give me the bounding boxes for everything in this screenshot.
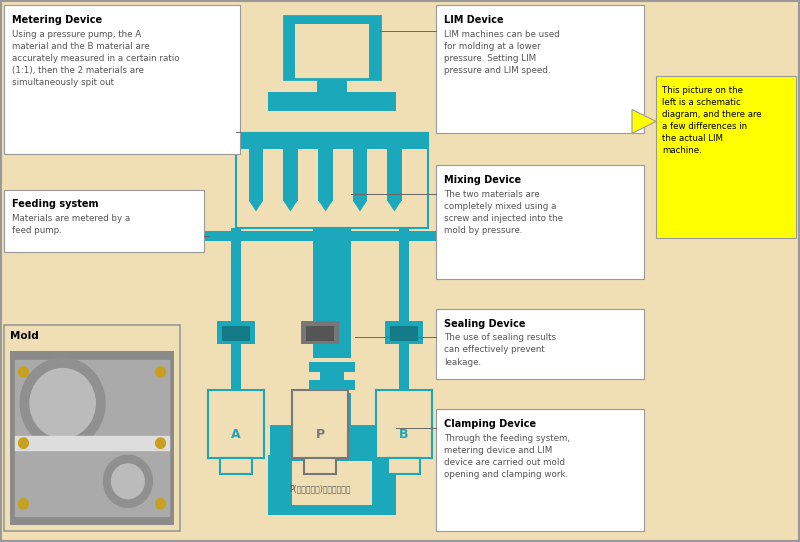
Circle shape: [18, 367, 28, 377]
Bar: [249, 149, 263, 201]
Circle shape: [156, 438, 166, 448]
Bar: [320, 363, 344, 390]
Circle shape: [103, 455, 152, 507]
Bar: [367, 149, 387, 198]
Text: LIM machines can be used
for molding at a lower
pressure. Setting LIM
pressure a: LIM machines can be used for molding at …: [444, 30, 560, 75]
Polygon shape: [283, 201, 298, 211]
Bar: [208, 390, 264, 458]
Bar: [318, 149, 333, 201]
Bar: [385, 321, 423, 344]
Text: P(ピグメント)はオプション: P(ピグメント)はオプション: [290, 484, 350, 493]
Text: Through the feeding system,
metering device and LIM
device are carried out mold
: Through the feeding system, metering dev…: [444, 434, 570, 479]
Text: P: P: [315, 428, 325, 441]
Bar: [268, 455, 292, 515]
Bar: [301, 321, 339, 344]
Text: Mold: Mold: [10, 331, 39, 340]
Circle shape: [18, 438, 28, 448]
Text: Clamping Device: Clamping Device: [444, 419, 536, 429]
Circle shape: [20, 358, 105, 448]
Bar: [390, 326, 418, 341]
Bar: [436, 309, 644, 379]
Bar: [284, 16, 380, 24]
Text: Using a pressure pump, the A
material and the B material are
accurately measured: Using a pressure pump, the A material an…: [12, 30, 180, 87]
Circle shape: [156, 499, 166, 509]
Bar: [4, 5, 240, 154]
Bar: [436, 409, 644, 531]
Bar: [236, 133, 428, 149]
Bar: [376, 390, 432, 458]
Bar: [236, 133, 428, 228]
Bar: [353, 149, 367, 201]
Bar: [369, 16, 380, 79]
Circle shape: [30, 369, 95, 438]
Bar: [268, 505, 396, 515]
Circle shape: [18, 499, 28, 509]
Bar: [309, 380, 355, 390]
Polygon shape: [387, 201, 402, 211]
Circle shape: [111, 464, 144, 499]
Text: Metering Device: Metering Device: [12, 15, 102, 25]
Bar: [436, 165, 644, 279]
Bar: [204, 231, 436, 241]
Polygon shape: [353, 201, 367, 211]
Bar: [268, 92, 396, 111]
Bar: [313, 228, 351, 425]
Bar: [4, 190, 204, 252]
Text: The use of sealing results
can effectively prevent
leakage.: The use of sealing results can effective…: [444, 333, 556, 366]
Bar: [231, 228, 241, 231]
Text: Materials are metered by a
feed pump.: Materials are metered by a feed pump.: [12, 214, 130, 235]
Bar: [306, 326, 334, 341]
Text: Feeding system: Feeding system: [12, 199, 98, 209]
Text: LIM Device: LIM Device: [444, 15, 504, 25]
Text: B: B: [399, 428, 409, 441]
Bar: [656, 76, 796, 238]
Bar: [231, 341, 241, 393]
Bar: [217, 321, 255, 344]
Bar: [283, 149, 298, 201]
Bar: [372, 455, 396, 515]
Polygon shape: [318, 201, 333, 211]
Bar: [270, 425, 394, 455]
Bar: [436, 5, 644, 133]
Bar: [231, 241, 241, 321]
Bar: [292, 390, 348, 458]
Bar: [4, 325, 180, 531]
Bar: [315, 341, 325, 393]
Bar: [284, 16, 380, 79]
Bar: [399, 241, 409, 321]
Polygon shape: [632, 109, 656, 133]
Bar: [399, 341, 409, 393]
Bar: [220, 458, 252, 474]
Bar: [399, 228, 409, 231]
Bar: [268, 455, 396, 461]
Bar: [387, 149, 402, 201]
Bar: [304, 458, 336, 474]
Bar: [263, 149, 283, 198]
Text: Sealing Device: Sealing Device: [444, 319, 526, 328]
Bar: [298, 149, 318, 198]
Bar: [309, 362, 355, 372]
Text: A: A: [231, 428, 241, 441]
Polygon shape: [249, 201, 263, 211]
Bar: [388, 458, 420, 474]
Bar: [313, 358, 351, 393]
Bar: [315, 241, 325, 321]
Bar: [15, 436, 169, 450]
Text: This picture on the
left is a schematic
diagram, and there are
a few differences: This picture on the left is a schematic …: [662, 86, 762, 156]
Circle shape: [156, 367, 166, 377]
Text: The two materials are
completely mixed using a
screw and injected into the
mold : The two materials are completely mixed u…: [444, 190, 563, 235]
Bar: [222, 326, 250, 341]
Bar: [317, 79, 347, 92]
Text: Mixing Device: Mixing Device: [444, 175, 521, 185]
Bar: [284, 16, 295, 79]
Bar: [333, 149, 353, 198]
